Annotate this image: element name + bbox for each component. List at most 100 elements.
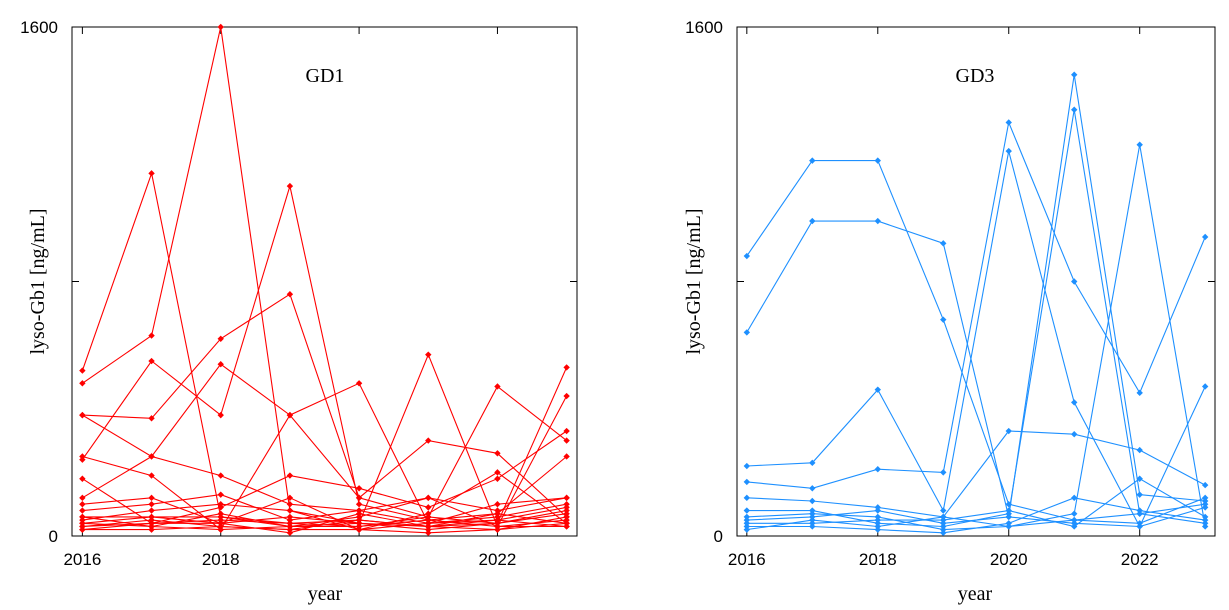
series-line [746,109,1206,528]
data-point [425,529,432,537]
series-line [82,516,567,528]
data-point [563,453,570,460]
data-point [79,367,86,374]
data-point [79,494,86,502]
data-point [217,335,224,342]
data-point [355,523,363,530]
data-point [1201,233,1209,241]
series-6 [743,106,1209,530]
data-point [940,240,947,247]
data-point [563,437,570,444]
series-3 [79,291,570,521]
series-line [746,513,1206,531]
data-point [1071,520,1078,527]
x-tick-label: 2020 [990,550,1028,569]
data-point [743,516,751,524]
data-point [1005,427,1012,435]
data-point [79,513,86,521]
data-point [355,380,363,387]
data-point [148,472,155,479]
series-line [746,506,1206,528]
data-point [743,494,751,502]
series-line [82,513,567,534]
x-tick-label: 2018 [859,550,897,569]
data-point [1071,431,1078,438]
chart-title: GD3 [956,65,995,87]
x-tick-label: 2022 [479,550,517,569]
series-19 [79,510,570,537]
data-point [148,357,155,365]
data-point [79,507,86,514]
data-point [1005,507,1012,514]
y-tick-label: 0 [49,527,58,546]
x-tick-label: 2016 [63,550,101,569]
data-point [425,516,432,524]
series-line [82,494,567,524]
series-1 [743,157,1209,527]
data-point [217,472,224,479]
data-point [494,383,501,390]
data-point [874,465,881,473]
data-point [563,427,570,435]
data-point [494,500,501,508]
data-point [563,520,570,527]
data-point [874,507,881,514]
data-point [494,510,501,517]
data-point [286,291,294,298]
plot-frame [71,26,578,537]
data-point [217,411,224,419]
data-point [1201,383,1209,390]
data-point [940,513,947,521]
data-point [809,459,816,467]
data-point [286,472,294,479]
plot-frame [736,26,1216,537]
data-point [1136,523,1143,530]
data-point [940,520,947,527]
data-point [355,494,363,502]
data-point [425,351,432,358]
data-point [286,529,294,537]
data-point [809,157,816,164]
chart-gd3: 2016 2018 2020 2022 0 1600 GD3 year lyso-Gb1 [ng… [683,18,1216,605]
data-point [874,157,881,164]
data-point [425,437,432,444]
data-point [809,497,816,505]
x-axis-label: year [308,583,343,605]
data-point [563,392,570,400]
data-point [217,520,224,527]
series-line [81,171,568,528]
data-point [355,510,363,517]
chart-gd1: 2016 2018 2020 2022 0 1600 GD1 year lyso-Gb1 [ng… [20,18,578,605]
data-point [940,316,947,323]
data-point [1005,147,1012,155]
data-point [148,507,155,514]
data-point [286,523,294,530]
data-point [1136,141,1143,148]
data-point [940,507,947,514]
data-point [79,411,86,419]
x-tick-label: 2022 [1121,550,1159,569]
data-point [1005,523,1012,530]
data-point [286,182,294,190]
series-3 [743,147,1209,530]
y-tick-label: 0 [714,527,723,546]
data-point [743,478,751,486]
data-point [743,526,751,533]
data-point [148,453,155,460]
data-point [79,380,86,387]
data-point [1071,106,1078,113]
data-point [494,475,501,482]
series-line [82,382,567,531]
data-point [809,513,816,521]
data-point [809,523,816,530]
data-point [743,507,751,514]
data-point [79,475,86,482]
data-point [217,491,224,498]
data-point [217,500,224,508]
data-point [874,217,881,225]
data-point [148,520,155,527]
data-point [425,504,432,511]
series-11 [743,504,1209,530]
data-point [874,523,881,530]
series-line [82,26,568,528]
